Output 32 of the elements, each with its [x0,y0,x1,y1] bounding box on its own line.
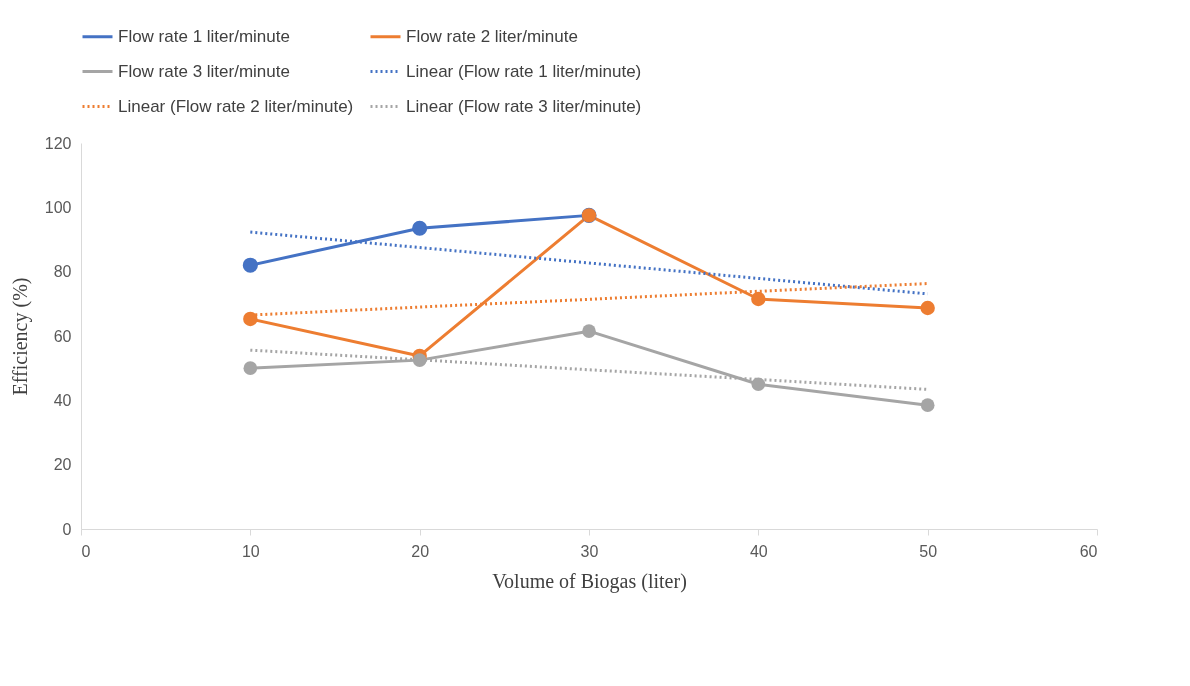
y-tick-label: 80 [53,263,72,281]
y-axis-title: Efficiency (%) [8,277,32,396]
point [412,353,427,367]
y-tick-label: 40 [53,391,72,409]
legend-label: Linear (Flow rate 2 liter/minute) [118,96,354,116]
point [920,300,935,316]
legend-label: Linear (Flow rate 3 liter/minute) [406,96,642,116]
point [242,257,258,273]
point [243,361,258,375]
point [582,324,596,338]
point [751,291,766,307]
point [920,398,935,412]
legend-label: Linear (Flow rate 1 liter/minute) [406,61,642,81]
x-tick-label: 0 [81,542,91,560]
y-tick-label: 0 [62,520,72,538]
y-tick-label: 100 [44,198,72,216]
x-tick-label: 20 [411,542,430,560]
x-tick-label: 10 [241,542,260,560]
legend-label: Flow rate 2 liter/minute [406,26,578,46]
x-tick-label: 40 [749,542,768,560]
y-tick-label: 60 [53,327,72,345]
x-tick-label: 50 [919,542,938,560]
legend-label: Flow rate 1 liter/minute [118,26,290,46]
y-tick-label: 20 [53,456,72,474]
point [412,220,428,236]
x-tick-label: 30 [580,542,599,560]
legend-label: Flow rate 3 liter/minute [118,61,290,81]
y-tick-label: 120 [44,134,72,152]
x-tick-label: 60 [1079,542,1098,560]
point [751,377,766,392]
point [243,311,258,327]
x-axis-title: Volume of Biogas (liter) [492,569,687,593]
